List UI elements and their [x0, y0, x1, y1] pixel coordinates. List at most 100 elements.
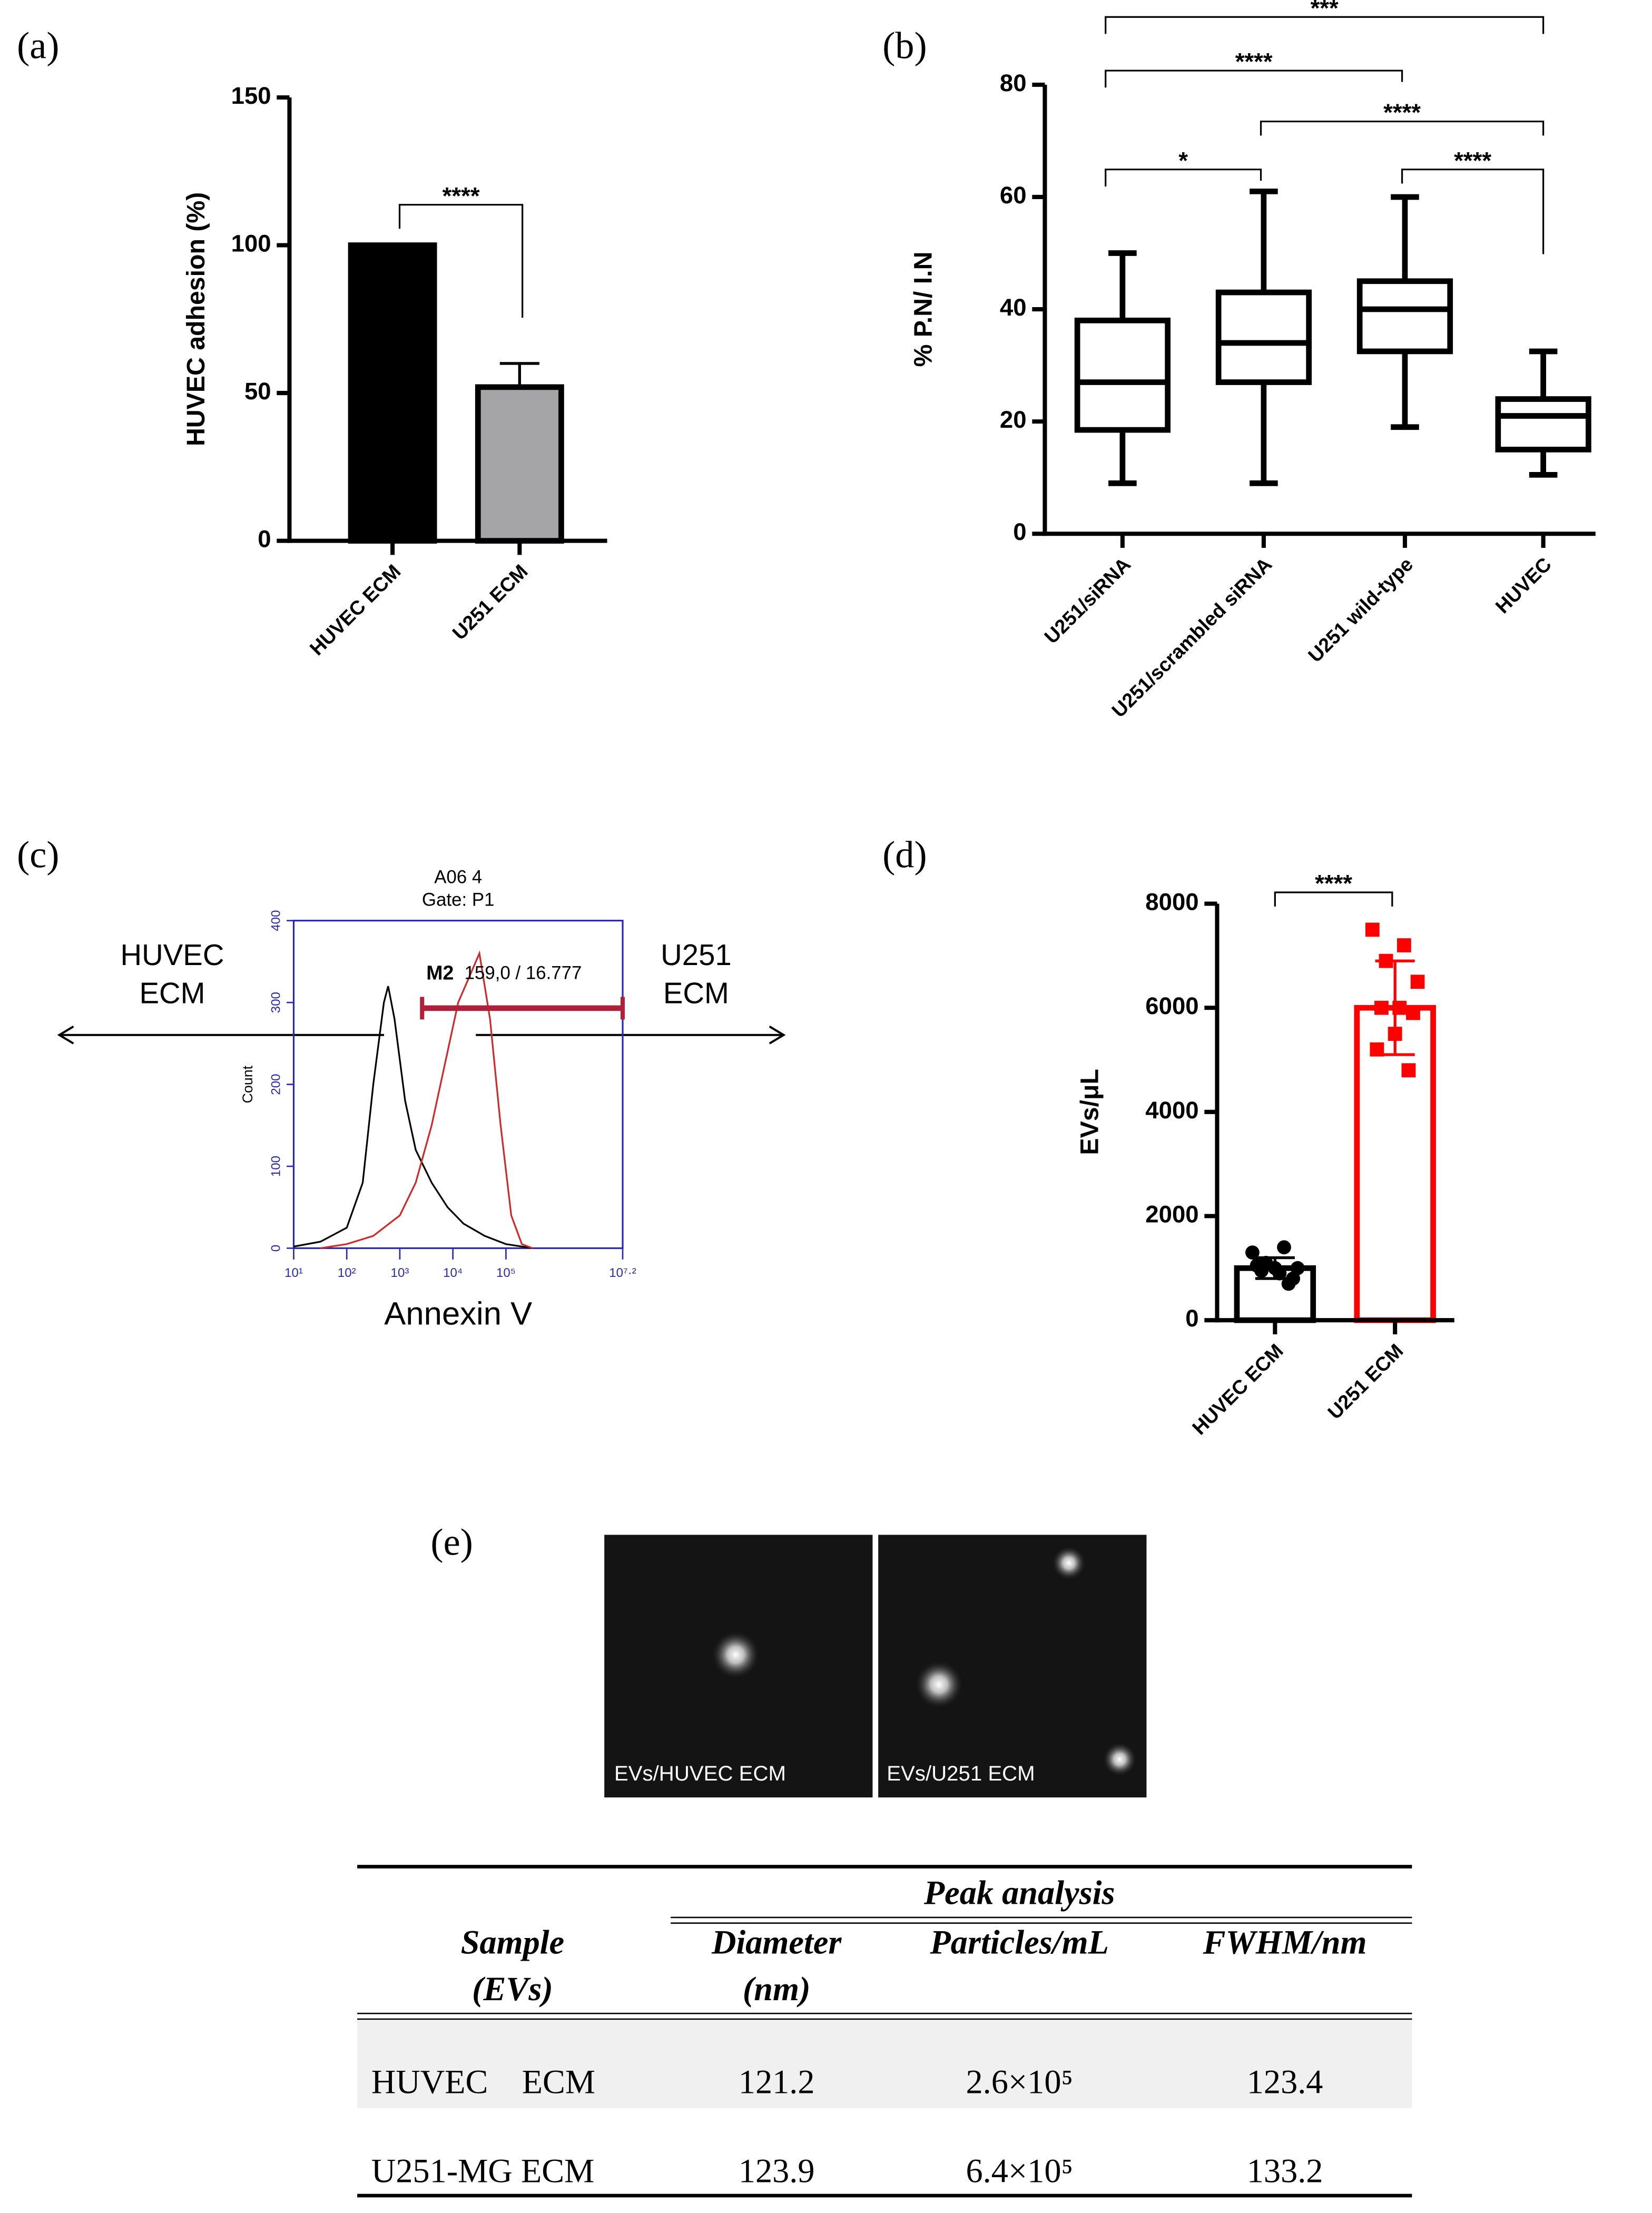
y-axis-label: % P.N/ I.N — [909, 252, 937, 367]
column-header: FWHM/nm — [1203, 1923, 1367, 1961]
histogram-line — [293, 986, 533, 1250]
x-tick-label: U251/scrambled siRNA — [1107, 553, 1276, 722]
panel-label: (c) — [17, 833, 59, 876]
y-tick-label: 40 — [1000, 294, 1027, 321]
arrows — [57, 1025, 786, 1045]
data-point — [1267, 1261, 1282, 1275]
y-axis-label: Count — [240, 1065, 255, 1103]
chart-subtitle: Gate: P1 — [422, 889, 494, 910]
column-header: (EVs) — [472, 1970, 553, 2008]
data-point — [1406, 1006, 1420, 1020]
x-tick-label: 10² — [338, 1266, 356, 1280]
column-header: Diameter — [711, 1923, 842, 1961]
significance-label: **** — [1454, 147, 1491, 174]
arrow-head — [57, 1025, 74, 1045]
group-header: Peak analysis — [923, 1874, 1115, 1912]
table-cell: 123.4 — [1247, 2063, 1323, 2101]
x-tick-label: U251 ECM — [1323, 1340, 1407, 1423]
panel-label: (d) — [882, 833, 927, 876]
y-tick-label: 50 — [244, 378, 271, 405]
data-point — [1245, 1245, 1260, 1260]
series-label: HUVEC — [121, 938, 224, 971]
table-cell: 2.6×10⁵ — [966, 2063, 1073, 2101]
image-label: EVs/HUVEC ECM — [614, 1762, 786, 1785]
gate-label: M2 — [426, 961, 454, 983]
x-tick-label: 10⁵ — [496, 1266, 516, 1280]
x-tick-label: U251/siRNA — [1040, 553, 1135, 648]
panel-label: (e) — [431, 1521, 473, 1563]
significance-label: *** — [1311, 0, 1339, 22]
table-cell: HUVEC ECM — [371, 2063, 595, 2101]
column-header: (nm) — [743, 1970, 811, 2008]
data-point — [1374, 1000, 1389, 1015]
row-shade — [357, 2020, 1412, 2108]
bar — [1354, 1005, 1436, 1323]
y-tick-label: 100 — [269, 1156, 283, 1177]
box — [1495, 396, 1591, 453]
y-axis-label: EVs/μL — [1076, 1069, 1104, 1155]
y-tick-label: 150 — [231, 82, 271, 109]
x-tick-label: U251 wild-type — [1304, 553, 1417, 666]
y-tick-label: 20 — [1000, 406, 1027, 433]
y-tick-label: 8000 — [1145, 889, 1198, 916]
data-point — [1397, 938, 1411, 952]
box — [1074, 317, 1171, 433]
particle — [914, 1660, 963, 1709]
x-tick-label: HUVEC ECM — [1188, 1340, 1287, 1439]
column-header: Particles/mL — [930, 1923, 1109, 1961]
significance-bracket — [1274, 891, 1393, 907]
table-cell: U251-MG ECM — [371, 2152, 594, 2190]
x-tick-label: U251 ECM — [448, 560, 532, 644]
data-point — [1401, 1063, 1416, 1078]
y-axis-label: HUVEC adhesion (%) — [182, 192, 210, 446]
data-point — [1410, 975, 1425, 989]
y-tick-label: 0 — [258, 526, 271, 553]
significance-bracket — [1105, 169, 1262, 186]
significance-label: **** — [1235, 48, 1273, 75]
y-tick-label: 4000 — [1145, 1097, 1198, 1124]
significance-label: **** — [442, 182, 480, 209]
arrow-head — [769, 1025, 786, 1045]
image — [878, 1535, 1147, 1798]
panel-label: (b) — [882, 24, 927, 66]
box — [1215, 289, 1312, 385]
chart-title: A06 4 — [434, 867, 482, 887]
y-tick-label: 300 — [269, 992, 283, 1013]
data-point — [1281, 1276, 1296, 1291]
y-tick-label: 400 — [269, 910, 283, 931]
table-cell: 121.2 — [739, 2063, 815, 2101]
histogram-line — [320, 950, 533, 1250]
x-tick-label: 10⁴ — [443, 1266, 463, 1280]
data-point — [1392, 1000, 1407, 1015]
particle — [1051, 1546, 1086, 1580]
particle — [711, 1630, 760, 1679]
significance-bracket — [1105, 16, 1545, 34]
data-point — [1277, 1240, 1291, 1255]
column-header: Sample — [461, 1923, 565, 1961]
x-tick-label: HUVEC — [1491, 553, 1556, 618]
y-tick-label: 100 — [231, 230, 271, 257]
significance-bracket — [1105, 70, 1403, 88]
table-cell: 6.4×10⁵ — [966, 2152, 1073, 2190]
bar — [475, 384, 564, 544]
series-label: ECM — [139, 977, 205, 1010]
series-label: ECM — [663, 977, 729, 1010]
micrographs — [604, 1535, 1147, 1798]
y-tick-label: 80 — [1000, 70, 1027, 96]
data-point — [1388, 1027, 1402, 1041]
significance-label: * — [1178, 147, 1188, 174]
x-axis-label: Annexin V — [384, 1295, 532, 1332]
y-tick-label: 60 — [1000, 182, 1027, 209]
image-label: EVs/U251 ECM — [887, 1762, 1035, 1785]
x-tick-label: 10⁷·² — [609, 1266, 636, 1280]
y-tick-label: 2000 — [1145, 1201, 1198, 1228]
bar — [348, 242, 437, 544]
y-tick-label: 0 — [1185, 1305, 1198, 1332]
panel-label: (a) — [17, 24, 59, 66]
x-tick-label: 10¹ — [284, 1266, 303, 1280]
significance-bracket — [398, 204, 524, 318]
y-tick-label: 6000 — [1145, 992, 1198, 1019]
significance-bracket — [1401, 169, 1545, 254]
